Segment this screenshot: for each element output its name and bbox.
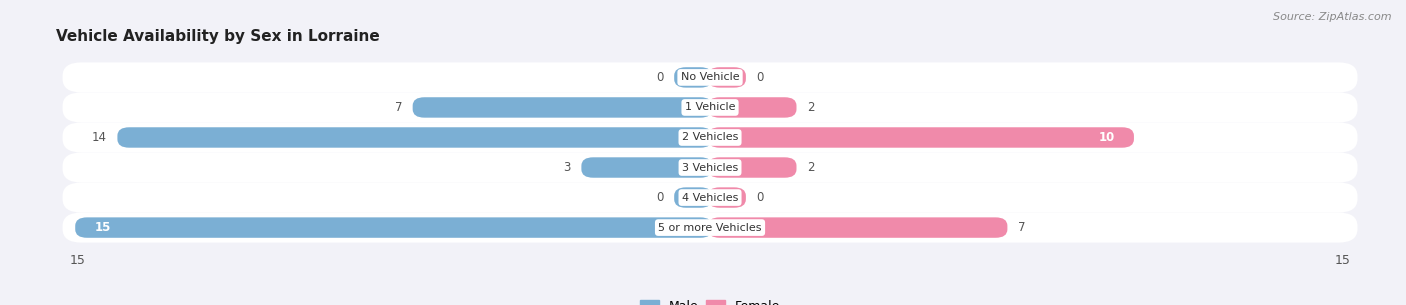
Text: 0: 0 [657,71,664,84]
FancyBboxPatch shape [62,123,1358,152]
Text: 3 Vehicles: 3 Vehicles [682,163,738,173]
FancyBboxPatch shape [582,157,713,178]
FancyBboxPatch shape [76,217,711,238]
Text: 0: 0 [657,191,664,204]
Text: 1 Vehicle: 1 Vehicle [685,102,735,113]
FancyBboxPatch shape [707,217,1007,238]
Text: 2: 2 [807,101,814,114]
Text: 5 or more Vehicles: 5 or more Vehicles [658,223,762,233]
FancyBboxPatch shape [62,63,1358,92]
FancyBboxPatch shape [707,97,796,118]
Text: Vehicle Availability by Sex in Lorraine: Vehicle Availability by Sex in Lorraine [56,29,380,44]
FancyBboxPatch shape [707,187,745,208]
Text: 4 Vehicles: 4 Vehicles [682,192,738,203]
Text: 0: 0 [756,71,763,84]
FancyBboxPatch shape [62,182,1358,213]
Text: 3: 3 [564,161,571,174]
Text: 2: 2 [807,161,814,174]
FancyBboxPatch shape [62,152,1358,182]
FancyBboxPatch shape [62,213,1358,242]
FancyBboxPatch shape [675,67,713,88]
Text: No Vehicle: No Vehicle [681,72,740,82]
FancyBboxPatch shape [707,127,1133,148]
Text: 10: 10 [1098,131,1115,144]
FancyBboxPatch shape [707,157,796,178]
Text: 15: 15 [94,221,111,234]
FancyBboxPatch shape [707,67,745,88]
Text: 7: 7 [395,101,402,114]
Text: 2 Vehicles: 2 Vehicles [682,132,738,142]
FancyBboxPatch shape [413,97,713,118]
FancyBboxPatch shape [117,127,711,148]
Text: Source: ZipAtlas.com: Source: ZipAtlas.com [1274,12,1392,22]
FancyBboxPatch shape [62,92,1358,123]
Text: 7: 7 [1018,221,1025,234]
Legend: Male, Female: Male, Female [636,295,785,305]
Text: 0: 0 [756,191,763,204]
FancyBboxPatch shape [675,187,713,208]
Text: 14: 14 [91,131,107,144]
